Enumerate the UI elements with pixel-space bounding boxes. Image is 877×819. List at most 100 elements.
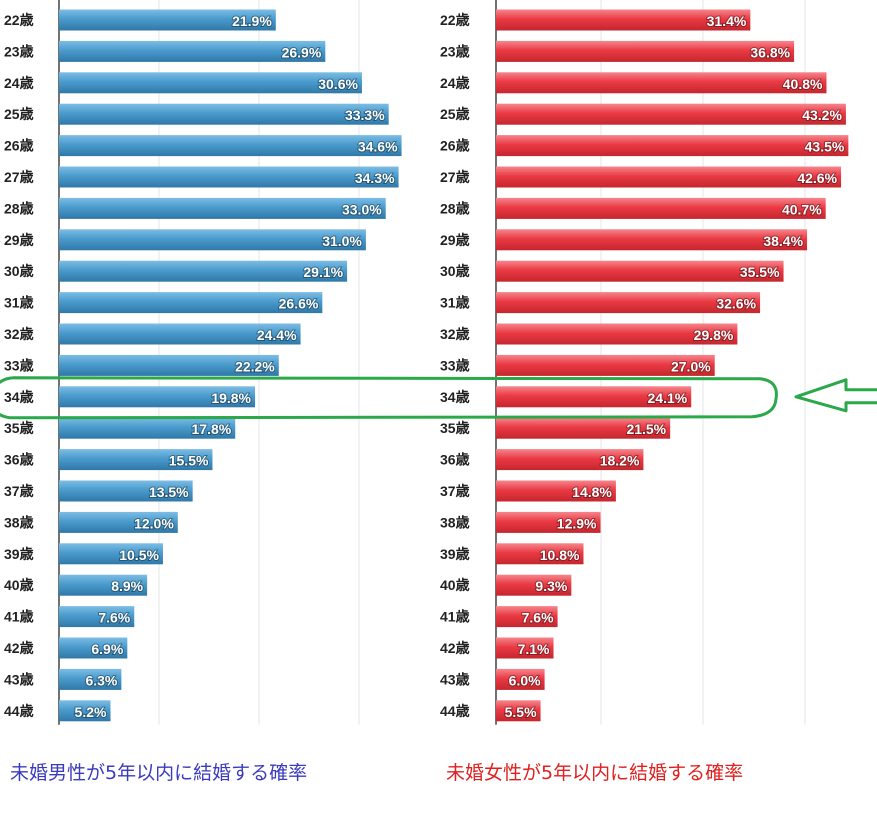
male-category-label: 22歳 [4, 12, 34, 28]
female-bar [496, 323, 738, 345]
male-category-label: 27歳 [4, 169, 34, 185]
female-data-label: 42.6% [797, 170, 837, 186]
male-data-label: 8.9% [111, 578, 143, 594]
male-data-label: 10.5% [119, 547, 159, 563]
male-data-label: 5.2% [75, 704, 107, 720]
female-category-label: 23歳 [440, 43, 470, 59]
male-data-label: 34.6% [358, 139, 398, 155]
female-data-label: 10.8% [540, 547, 580, 563]
female-category-label: 30歳 [440, 263, 470, 279]
male-category-label: 38歳 [4, 514, 34, 530]
male-data-label: 12.0% [134, 515, 174, 531]
male-bar [59, 103, 389, 125]
male-category-label: 42歳 [4, 640, 34, 656]
female-data-label: 6.0% [509, 672, 541, 688]
female-category-label: 42歳 [440, 640, 470, 656]
female-category-label: 36歳 [440, 452, 470, 468]
male-data-label: 24.4% [257, 327, 297, 343]
female-data-label: 40.8% [783, 76, 823, 92]
male-bar [59, 229, 366, 251]
female-bar [496, 229, 808, 251]
male-bar [59, 135, 402, 157]
male-category-label: 25歳 [4, 106, 34, 122]
male-data-label: 29.1% [303, 264, 343, 280]
female-bar [496, 574, 572, 596]
female-category-label: 38歳 [440, 514, 470, 530]
female-data-label: 32.6% [716, 296, 756, 312]
male-bar [59, 197, 386, 219]
female-category-label: 28歳 [440, 200, 470, 216]
male-bar [59, 354, 279, 376]
female-bar [496, 354, 715, 376]
female-category-label: 29歳 [440, 232, 470, 248]
female-bar [496, 386, 692, 408]
female-bar [496, 135, 849, 157]
female-bar [496, 72, 827, 94]
male-bar [59, 9, 276, 31]
male-bar [59, 260, 348, 282]
male-category-label: 39歳 [4, 546, 34, 562]
female-category-label: 44歳 [440, 703, 470, 719]
male-category-label: 31歳 [4, 295, 34, 311]
male-bar [59, 386, 256, 408]
male-data-label: 31.0% [322, 233, 362, 249]
male-category-label: 33歳 [4, 357, 34, 373]
male-chart-caption: 未婚男性が5年以内に結婚する確率 [10, 762, 308, 784]
male-bar [59, 323, 301, 345]
female-data-label: 9.3% [535, 578, 567, 594]
male-bar [59, 574, 148, 596]
female-data-label: 24.1% [648, 390, 688, 406]
female-data-label: 14.8% [572, 484, 612, 500]
female-bar [496, 197, 826, 219]
male-category-label: 34歳 [4, 389, 34, 405]
male-category-label: 44歳 [4, 703, 34, 719]
female-bar [496, 166, 842, 188]
female-bar [496, 40, 795, 62]
female-bar [496, 668, 545, 690]
male-bar [59, 700, 111, 722]
male-category-label: 40歳 [4, 577, 34, 593]
female-category-label: 27歳 [440, 169, 470, 185]
male-bar [59, 449, 213, 471]
female-data-label: 40.7% [782, 201, 822, 217]
female-data-label: 43.5% [805, 139, 845, 155]
female-bar [496, 449, 644, 471]
male-category-label: 36歳 [4, 452, 34, 468]
male-category-label: 30歳 [4, 263, 34, 279]
female-bar [496, 543, 584, 565]
male-category-label: 43歳 [4, 671, 34, 687]
female-category-label: 40歳 [440, 577, 470, 593]
female-category-label: 32歳 [440, 326, 470, 342]
female-category-label: 37歳 [440, 483, 470, 499]
male-bar [59, 40, 326, 62]
female-category-label: 25歳 [440, 106, 470, 122]
male-bar [59, 417, 236, 439]
male-bar [59, 480, 193, 502]
male-data-label: 33.3% [345, 107, 385, 123]
male-data-label: 21.9% [232, 13, 272, 29]
female-bar [496, 417, 671, 439]
female-data-label: 29.8% [694, 327, 734, 343]
female-bar [496, 292, 761, 314]
male-bar [59, 166, 399, 188]
female-category-label: 31歳 [440, 295, 470, 311]
female-category-label: 43歳 [440, 671, 470, 687]
female-data-label: 31.4% [707, 13, 747, 29]
male-category-label: 37歳 [4, 483, 34, 499]
male-bar [59, 668, 122, 690]
male-category-label: 41歳 [4, 609, 34, 625]
male-data-label: 6.9% [91, 641, 123, 657]
male-category-label: 23歳 [4, 43, 34, 59]
male-data-label: 26.6% [279, 296, 319, 312]
female-bar [496, 511, 601, 533]
female-data-label: 21.5% [626, 421, 666, 437]
female-category-label: 39歳 [440, 546, 470, 562]
male-data-label: 30.6% [318, 76, 358, 92]
male-bar [59, 72, 362, 94]
female-bar [496, 9, 751, 31]
female-chart-caption: 未婚女性が5年以内に結婚する確率 [446, 762, 744, 784]
female-data-label: 7.1% [518, 641, 550, 657]
male-data-label: 15.5% [169, 453, 209, 469]
male-category-label: 32歳 [4, 326, 34, 342]
female-category-label: 34歳 [440, 389, 470, 405]
